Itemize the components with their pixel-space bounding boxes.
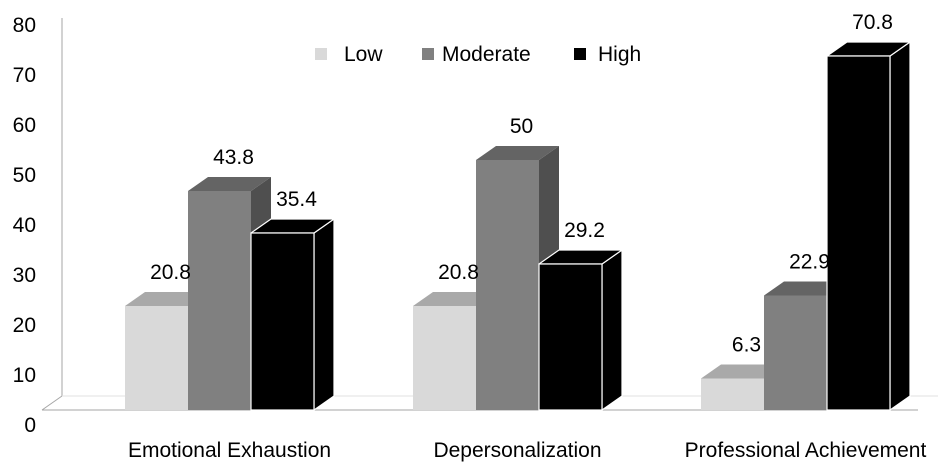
- data-label: 29.2: [564, 219, 605, 242]
- y-tick-label: 10: [13, 364, 36, 387]
- legend-swatch: [422, 48, 434, 60]
- y-tick-label: 70: [13, 64, 36, 87]
- bar-front-face: [764, 295, 827, 410]
- y-tick-label: 60: [13, 114, 36, 137]
- data-label: 50: [510, 115, 533, 138]
- bar-front-face: [476, 160, 539, 410]
- axes: 0 10 20 30 40 50 60 70 80 Emotional Exhaustion Dep…: [13, 14, 938, 462]
- bars: [125, 41, 911, 411]
- y-tick-label: 80: [13, 14, 36, 37]
- bar-front-face: [826, 55, 891, 411]
- bar-high: [826, 41, 911, 411]
- data-label: 6.3: [732, 334, 761, 357]
- bar-side-face: [889, 41, 911, 411]
- legend: Low Moderate High: [315, 43, 641, 66]
- bar-front-face: [188, 191, 251, 410]
- bar-top-face: [764, 281, 847, 296]
- bar-front-face: [701, 378, 764, 410]
- y-tick-label: 40: [13, 214, 36, 237]
- bar-high: [538, 249, 623, 411]
- bar-front-face: [413, 306, 476, 410]
- bar-top-face: [125, 292, 208, 306]
- legend-label: Low: [344, 43, 383, 66]
- data-label: 43.8: [213, 146, 254, 169]
- bar-front-face: [250, 232, 315, 411]
- legend-item-moderate: Moderate: [422, 43, 531, 66]
- category-label: Depersonalization: [433, 439, 601, 462]
- bar-high: [250, 218, 335, 411]
- floor-edge-left: [41, 395, 63, 411]
- data-label: 22.9: [789, 251, 830, 274]
- legend-swatch: [315, 48, 327, 60]
- legend-label: Moderate: [442, 43, 531, 66]
- data-label: 35.4: [276, 188, 317, 211]
- bar-top-face: [476, 146, 559, 160]
- y-tick-label: 20: [13, 314, 36, 337]
- category-label: Emotional Exhaustion: [128, 439, 331, 462]
- bar-top-face: [188, 177, 271, 191]
- bar-front-face: [538, 263, 603, 411]
- data-label: 20.8: [438, 261, 479, 284]
- bar-side-face: [313, 218, 335, 411]
- bar-top-face: [413, 292, 496, 306]
- legend-item-high: High: [574, 43, 641, 66]
- category-label: Professional Achievement: [685, 439, 927, 462]
- legend-swatch: [574, 48, 586, 60]
- y-tick-label: 0: [24, 414, 36, 437]
- y-tick-label: 50: [13, 164, 36, 187]
- bar-top-face: [701, 364, 784, 379]
- data-labels: 20.8 43.8 35.4 20.8 50 29.2 6.3 22.9 70.8: [150, 11, 893, 357]
- bar-side-face: [601, 249, 623, 411]
- data-label: 70.8: [852, 11, 893, 34]
- y-tick-label: 30: [13, 264, 36, 287]
- legend-label: High: [598, 43, 641, 66]
- bar-front-face: [125, 306, 188, 410]
- legend-item-low: Low: [315, 43, 383, 66]
- data-label: 20.8: [150, 261, 191, 284]
